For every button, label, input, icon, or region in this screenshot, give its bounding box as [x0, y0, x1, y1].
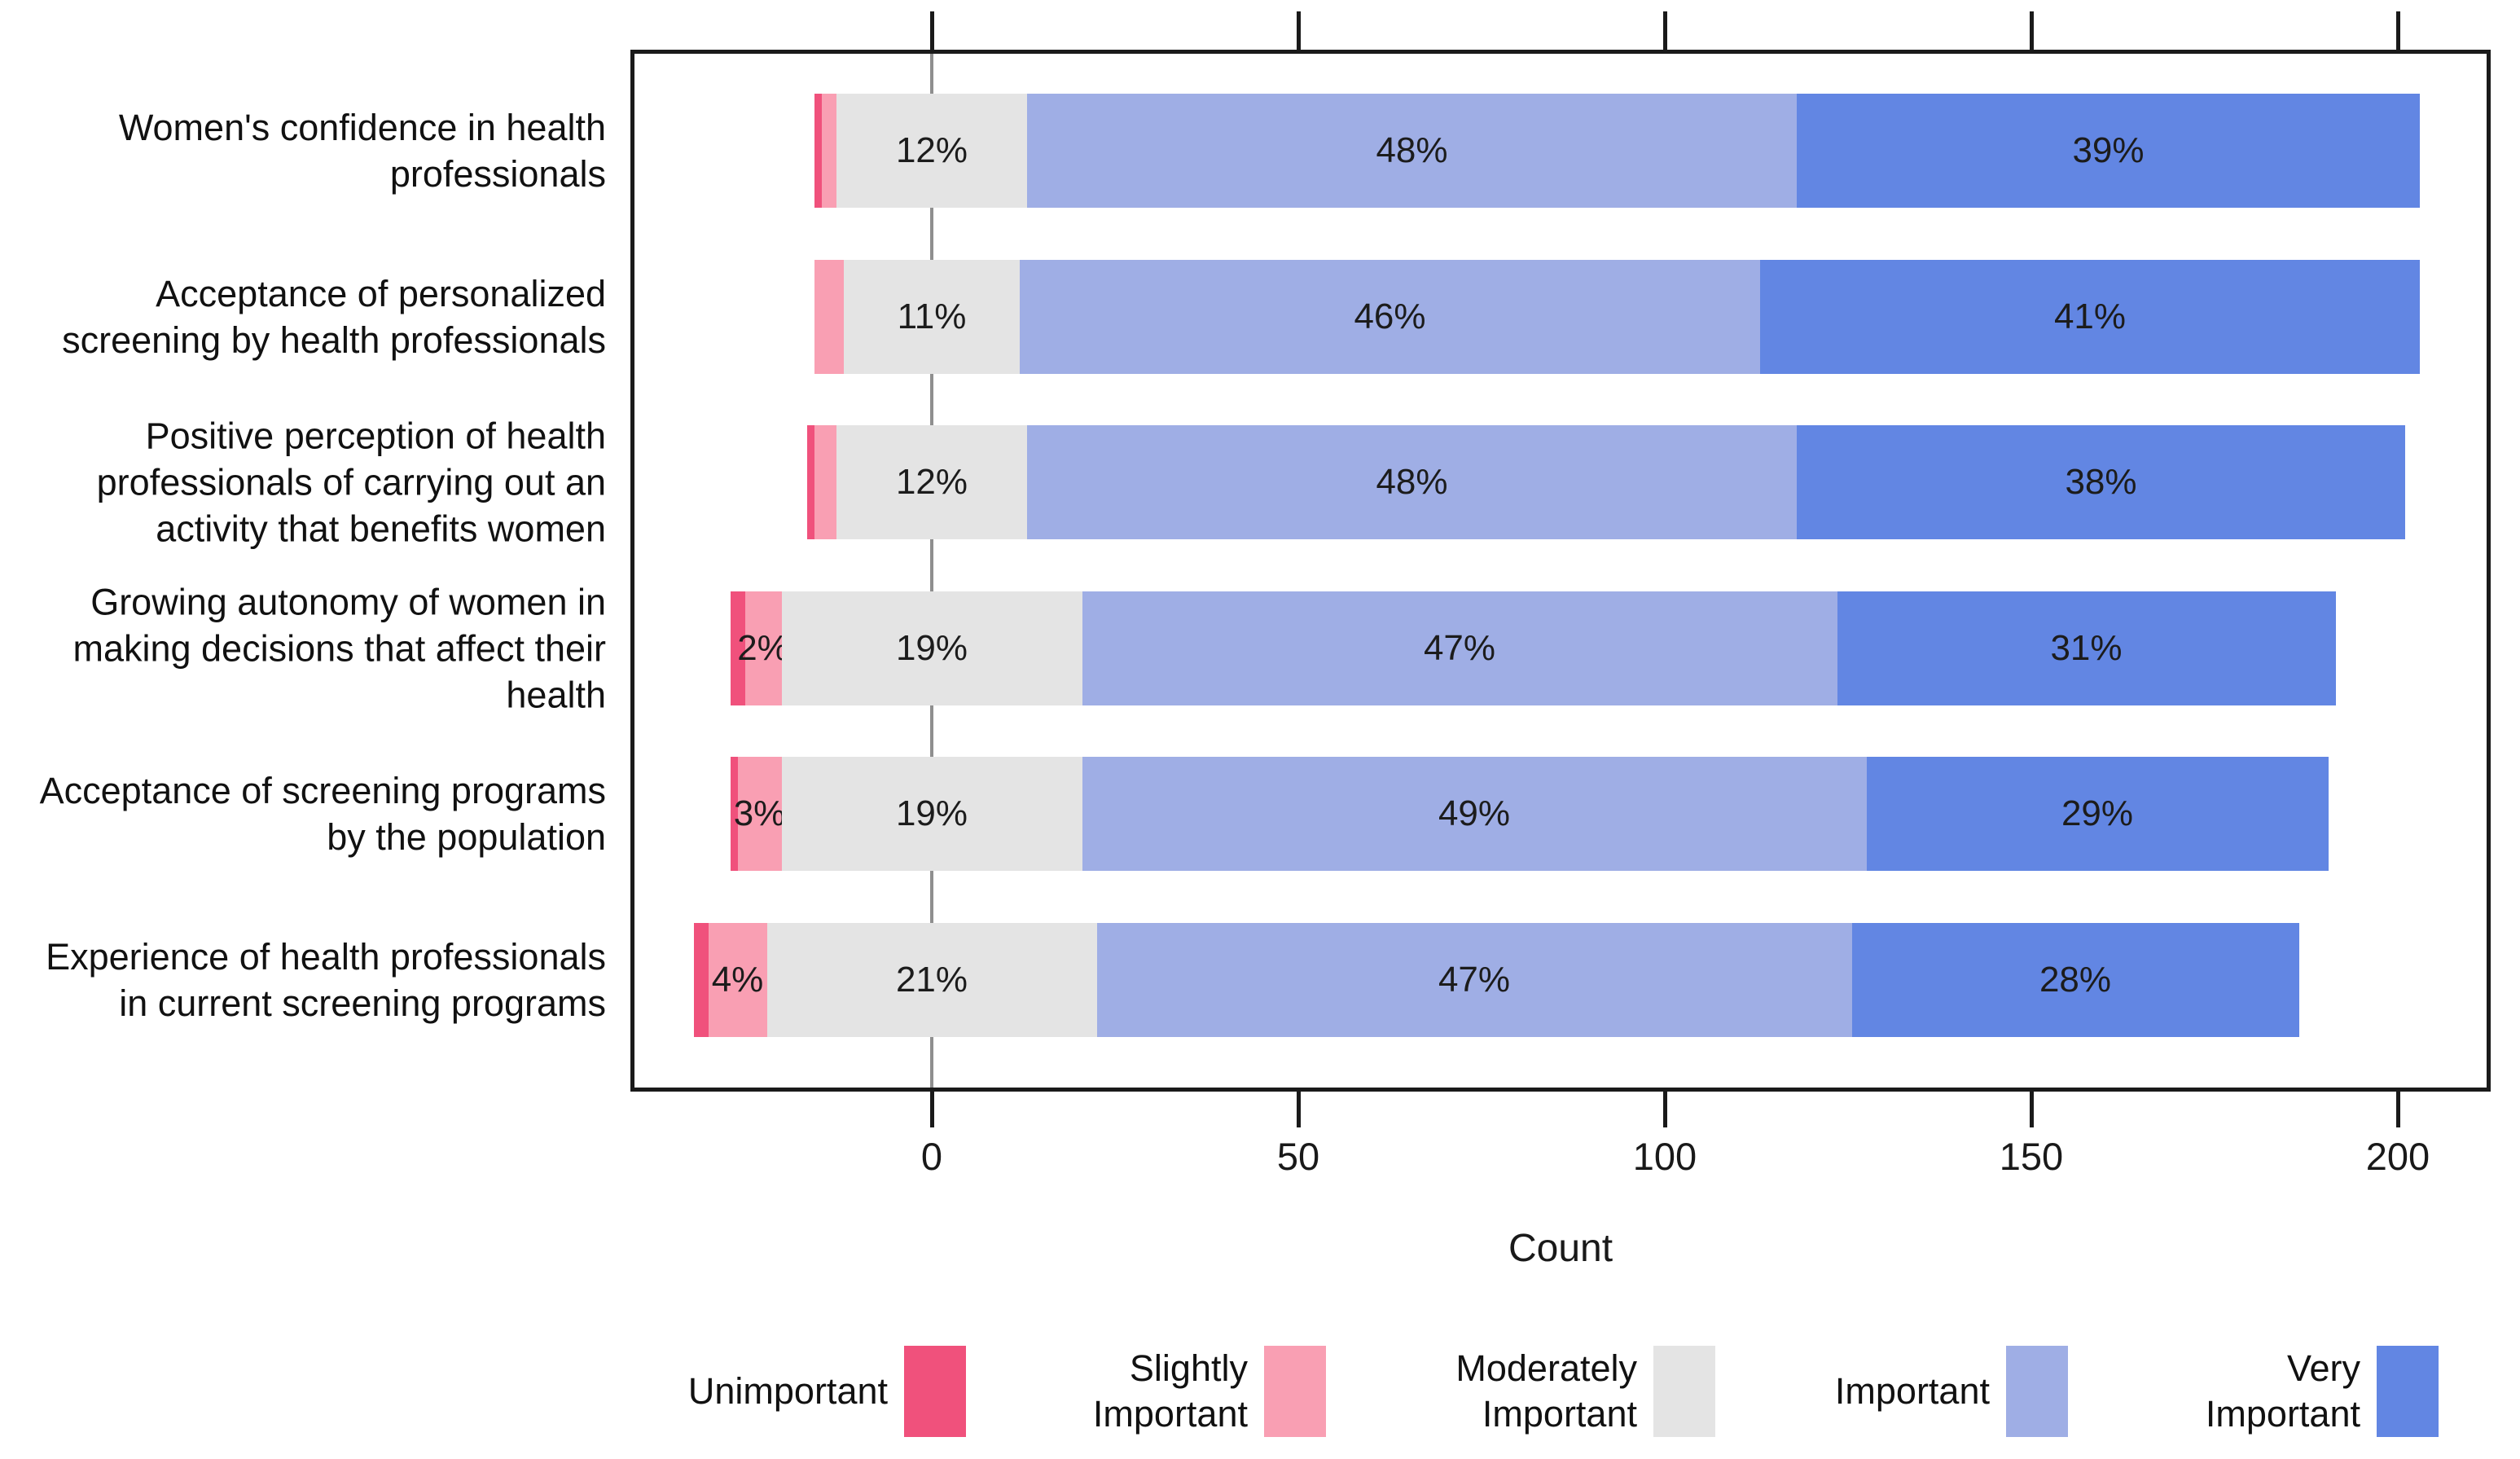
x-axis-tick-label: 100 — [1632, 1135, 1697, 1178]
x-axis-tick-top — [2396, 11, 2400, 50]
x-axis-tick-bottom — [2396, 1092, 2400, 1127]
bar-segment-very_important: 38% — [1797, 425, 2405, 540]
segment-percent-label: 28% — [2039, 960, 2112, 1000]
row-label: Acceptance of screening programs by the … — [39, 770, 606, 859]
segment-percent-label: 12% — [895, 462, 968, 503]
segment-percent-label: 19% — [895, 793, 968, 834]
bar-segment-slightly_important — [814, 425, 836, 540]
bar-segment-moderately_important: 12% — [836, 425, 1027, 540]
x-axis-tick-label: 150 — [1999, 1135, 2064, 1178]
row-label: Growing autonomy of women in making deci… — [72, 581, 606, 716]
segment-percent-label: 12% — [895, 130, 968, 170]
bar-segment-important: 47% — [1096, 923, 1852, 1037]
x-axis-tick-top — [1663, 11, 1667, 50]
legend-label-slightly_important: Slightly Important — [1092, 1347, 1248, 1435]
bar-segment-moderately_important: 11% — [844, 259, 1020, 374]
segment-percent-label: 49% — [1438, 793, 1511, 834]
row-label: Experience of health professionals in cu… — [46, 936, 606, 1024]
bar-segment-unimportant — [814, 94, 822, 208]
x-axis-tick-bottom — [1663, 1092, 1667, 1127]
x-axis-tick-label: 50 — [1276, 1135, 1320, 1178]
bar-segment-very_important: 29% — [1866, 757, 2329, 872]
legend-swatch-unimportant — [904, 1346, 966, 1437]
legend-swatch-moderately_important — [1653, 1346, 1715, 1437]
legend-label-important: Important — [1834, 1370, 1990, 1412]
bar-segment-moderately_important: 19% — [781, 757, 1082, 872]
bar-segment-important: 46% — [1020, 259, 1760, 374]
x-axis-tick-top — [2030, 11, 2034, 50]
bar-segment-important: 49% — [1082, 757, 1867, 872]
bar-segment-very_important: 28% — [1851, 923, 2299, 1037]
bar-segment-slightly_important — [814, 259, 844, 374]
segment-percent-label: 48% — [1376, 462, 1448, 503]
legend-swatch-important — [2006, 1346, 2068, 1437]
segment-percent-label: 29% — [2061, 793, 2134, 834]
bar-segment-slightly_important — [822, 94, 836, 208]
x-axis-tick-bottom — [1297, 1092, 1301, 1127]
segment-percent-label: 41% — [2053, 296, 2127, 336]
bar-segment-moderately_important: 21% — [766, 923, 1097, 1037]
row-label: Women's confidence in health professiona… — [118, 107, 606, 195]
segment-percent-label: 31% — [2050, 627, 2123, 668]
bar-segment-slightly_important: 4% — [708, 923, 767, 1037]
x-axis-title: Count — [1508, 1227, 1613, 1270]
x-axis-tick-top — [930, 11, 934, 50]
legend-swatch-very_important — [2377, 1346, 2439, 1437]
bar-segment-unimportant — [693, 923, 709, 1037]
x-axis-tick-bottom — [930, 1092, 934, 1127]
segment-percent-label: 46% — [1354, 296, 1426, 336]
legend-label-unimportant: Unimportant — [687, 1370, 888, 1412]
legend-swatch-slightly_important — [1264, 1346, 1326, 1437]
legend-label-very_important: Very Important — [2205, 1347, 2360, 1435]
bar-segment-very_important: 31% — [1837, 591, 2336, 705]
segment-percent-label: 39% — [2072, 130, 2145, 170]
segment-percent-label: 3% — [733, 793, 786, 834]
row-label: Positive perception of health profession… — [96, 415, 606, 550]
bar-segment-important: 48% — [1027, 94, 1797, 208]
x-axis-tick-label: 200 — [2365, 1135, 2430, 1178]
segment-percent-label: 38% — [2065, 462, 2137, 503]
x-axis-tick-bottom — [2030, 1092, 2034, 1127]
bar-segment-moderately_important: 12% — [836, 94, 1027, 208]
bar-segment-unimportant — [807, 425, 814, 540]
segment-percent-label: 2% — [737, 627, 789, 668]
bar-segment-very_important: 39% — [1797, 94, 2420, 208]
zero-gridline — [930, 50, 933, 1092]
bar-segment-very_important: 41% — [1760, 259, 2420, 374]
x-axis-tick-top — [1297, 11, 1301, 50]
segment-percent-label: 48% — [1376, 130, 1448, 170]
bar-segment-important: 47% — [1082, 591, 1837, 705]
bar-segment-unimportant — [730, 757, 738, 872]
x-axis-tick-label: 0 — [920, 1135, 943, 1178]
segment-percent-label: 47% — [1423, 627, 1496, 668]
legend-label-moderately_important: Moderately Important — [1455, 1347, 1637, 1435]
row-label: Acceptance of personalized screening by … — [62, 272, 606, 361]
segment-percent-label: 4% — [711, 960, 764, 1000]
bar-segment-moderately_important: 19% — [781, 591, 1082, 705]
segment-percent-label: 47% — [1438, 960, 1511, 1000]
bar-segment-slightly_important: 3% — [734, 757, 785, 872]
bar-segment-slightly_important: 2% — [737, 591, 789, 705]
bar-segment-important: 48% — [1027, 425, 1797, 540]
segment-percent-label: 19% — [895, 627, 968, 668]
segment-percent-label: 21% — [895, 960, 968, 1000]
bar-segment-unimportant — [730, 591, 745, 705]
segment-percent-label: 11% — [897, 296, 967, 336]
